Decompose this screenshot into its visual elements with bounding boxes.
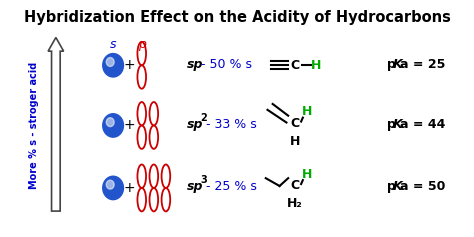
- Text: - 25 % s: - 25 % s: [206, 180, 256, 193]
- Text: C: C: [291, 59, 300, 72]
- Text: - 50 % s: - 50 % s: [201, 58, 252, 71]
- Text: C: C: [291, 179, 300, 192]
- Text: p: p: [138, 38, 146, 51]
- Text: a = 25: a = 25: [400, 58, 446, 71]
- Text: +: +: [124, 58, 135, 72]
- Text: H: H: [290, 135, 300, 148]
- Text: H: H: [310, 59, 321, 72]
- Text: p: p: [387, 58, 396, 71]
- Text: H₂: H₂: [287, 197, 303, 210]
- Circle shape: [106, 58, 114, 66]
- Circle shape: [106, 180, 114, 189]
- Text: +: +: [124, 118, 135, 132]
- Text: Hybridization Effect on the Acidity of Hydrocarbons: Hybridization Effect on the Acidity of H…: [24, 10, 451, 25]
- Text: p: p: [387, 118, 396, 131]
- Text: H: H: [302, 168, 312, 181]
- Text: H: H: [302, 105, 312, 118]
- Text: K: K: [393, 58, 403, 71]
- Text: sp: sp: [187, 118, 203, 131]
- Circle shape: [106, 118, 114, 127]
- Circle shape: [103, 114, 123, 137]
- Text: K: K: [393, 118, 403, 131]
- FancyArrow shape: [48, 37, 64, 211]
- Text: s: s: [110, 38, 116, 51]
- Circle shape: [103, 176, 123, 200]
- Text: More % s - stroger acid: More % s - stroger acid: [29, 62, 39, 189]
- Text: K: K: [393, 180, 403, 193]
- Text: p: p: [387, 180, 396, 193]
- Text: 3: 3: [201, 175, 207, 185]
- Text: a = 44: a = 44: [400, 118, 446, 131]
- Text: sp: sp: [187, 180, 203, 193]
- Text: +: +: [124, 181, 135, 195]
- Text: - 33 % s: - 33 % s: [206, 118, 256, 131]
- Text: a = 50: a = 50: [400, 180, 446, 193]
- Text: C: C: [291, 117, 300, 130]
- Text: sp: sp: [187, 58, 203, 71]
- Circle shape: [103, 54, 123, 77]
- Text: 2: 2: [201, 113, 207, 123]
